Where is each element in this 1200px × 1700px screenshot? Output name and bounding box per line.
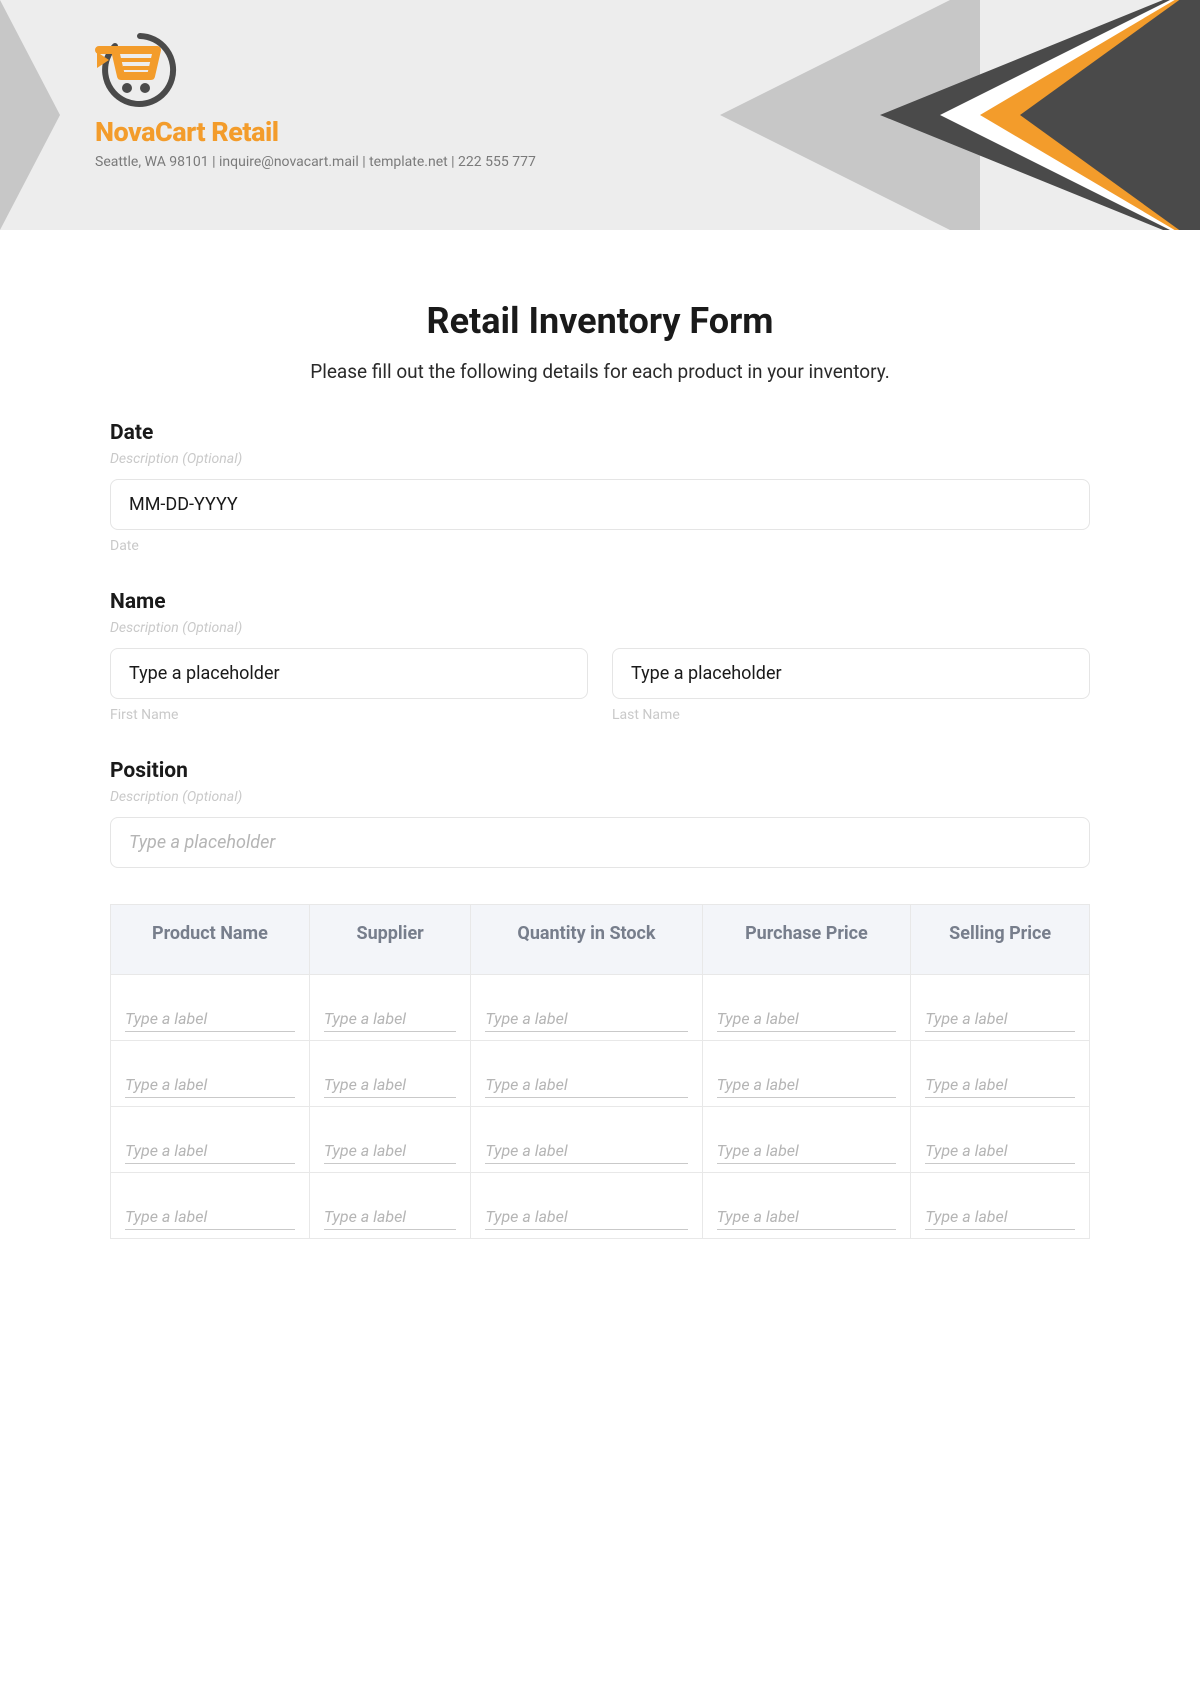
brand-meta: Seattle, WA 98101 | inquire@novacart.mai… (95, 154, 536, 170)
col-selling-price: Selling Price (911, 905, 1090, 975)
header-chevron-dark (1020, 0, 1200, 230)
date-description: Description (Optional) (110, 451, 1090, 467)
letterhead: NovaCart Retail Seattle, WA 98101 | inqu… (0, 0, 1200, 230)
position-input[interactable] (110, 817, 1090, 868)
table-cell[interactable]: Type a label (471, 1107, 702, 1173)
table-cell[interactable]: Type a label (702, 975, 911, 1041)
col-purchase-price: Purchase Price (702, 905, 911, 975)
cell-placeholder: Type a label (485, 1141, 687, 1164)
table-cell[interactable]: Type a label (911, 1041, 1090, 1107)
date-input[interactable] (110, 479, 1090, 530)
cart-icon (95, 30, 185, 110)
table-cell[interactable]: Type a label (911, 1107, 1090, 1173)
table-cell[interactable]: Type a label (702, 1173, 911, 1239)
cell-placeholder: Type a label (925, 1141, 1075, 1164)
table-row: Type a label Type a label Type a label Type… (111, 975, 1090, 1041)
table-row: Type a label Type a label Type a label Type… (111, 1041, 1090, 1107)
table-cell[interactable]: Type a label (911, 1173, 1090, 1239)
cell-placeholder: Type a label (125, 1075, 295, 1098)
cell-placeholder: Type a label (925, 1207, 1075, 1230)
field-date: Date Description (Optional) Date (110, 421, 1090, 554)
form-content: Retail Inventory Form Please fill out th… (0, 230, 1200, 1239)
table-cell[interactable]: Type a label (111, 1107, 310, 1173)
field-name: Name Description (Optional) First Name L… (110, 590, 1090, 723)
brand-name: NovaCart Retail (95, 116, 536, 148)
cell-placeholder: Type a label (925, 1009, 1075, 1032)
cell-placeholder: Type a label (485, 1075, 687, 1098)
col-product-name: Product Name (111, 905, 310, 975)
table-cell[interactable]: Type a label (911, 975, 1090, 1041)
logo (95, 30, 536, 110)
position-label: Position (110, 759, 1090, 783)
cell-placeholder: Type a label (717, 1075, 897, 1098)
cell-placeholder: Type a label (717, 1009, 897, 1032)
table-cell[interactable]: Type a label (702, 1041, 911, 1107)
cell-placeholder: Type a label (125, 1141, 295, 1164)
field-position: Position Description (Optional) (110, 759, 1090, 868)
first-name-sub-label: First Name (110, 707, 588, 723)
cell-placeholder: Type a label (125, 1009, 295, 1032)
cell-placeholder: Type a label (324, 1075, 457, 1098)
table-cell[interactable]: Type a label (471, 1173, 702, 1239)
name-description: Description (Optional) (110, 620, 1090, 636)
cell-placeholder: Type a label (125, 1207, 295, 1230)
last-name-sub-label: Last Name (612, 707, 1090, 723)
cell-placeholder: Type a label (717, 1207, 897, 1230)
table-cell[interactable]: Type a label (309, 1173, 471, 1239)
table-cell[interactable]: Type a label (111, 975, 310, 1041)
date-label: Date (110, 421, 1090, 445)
table-cell[interactable]: Type a label (111, 1173, 310, 1239)
cell-placeholder: Type a label (717, 1141, 897, 1164)
position-description: Description (Optional) (110, 789, 1090, 805)
col-supplier: Supplier (309, 905, 471, 975)
cell-placeholder: Type a label (485, 1009, 687, 1032)
cell-placeholder: Type a label (324, 1141, 457, 1164)
date-sub-label: Date (110, 538, 1090, 554)
header-decor-left (0, 0, 60, 230)
table-cell[interactable]: Type a label (309, 1041, 471, 1107)
page-title: Retail Inventory Form (110, 300, 1090, 342)
inventory-table: Product Name Supplier Quantity in Stock … (110, 904, 1090, 1239)
cell-placeholder: Type a label (925, 1075, 1075, 1098)
name-label: Name (110, 590, 1090, 614)
table-cell[interactable]: Type a label (471, 975, 702, 1041)
page-subtitle: Please fill out the following details fo… (110, 360, 1090, 383)
table-cell[interactable]: Type a label (702, 1107, 911, 1173)
table-cell[interactable]: Type a label (309, 975, 471, 1041)
table-row: Type a label Type a label Type a label Type… (111, 1173, 1090, 1239)
table-cell[interactable]: Type a label (111, 1041, 310, 1107)
cell-placeholder: Type a label (324, 1009, 457, 1032)
last-name-input[interactable] (612, 648, 1090, 699)
col-quantity: Quantity in Stock (471, 905, 702, 975)
table-cell[interactable]: Type a label (309, 1107, 471, 1173)
brand-block: NovaCart Retail Seattle, WA 98101 | inqu… (95, 30, 536, 170)
first-name-input[interactable] (110, 648, 588, 699)
cell-placeholder: Type a label (485, 1207, 687, 1230)
table-cell[interactable]: Type a label (471, 1041, 702, 1107)
cell-placeholder: Type a label (324, 1207, 457, 1230)
table-header-row: Product Name Supplier Quantity in Stock … (111, 905, 1090, 975)
table-row: Type a label Type a label Type a label Type… (111, 1107, 1090, 1173)
